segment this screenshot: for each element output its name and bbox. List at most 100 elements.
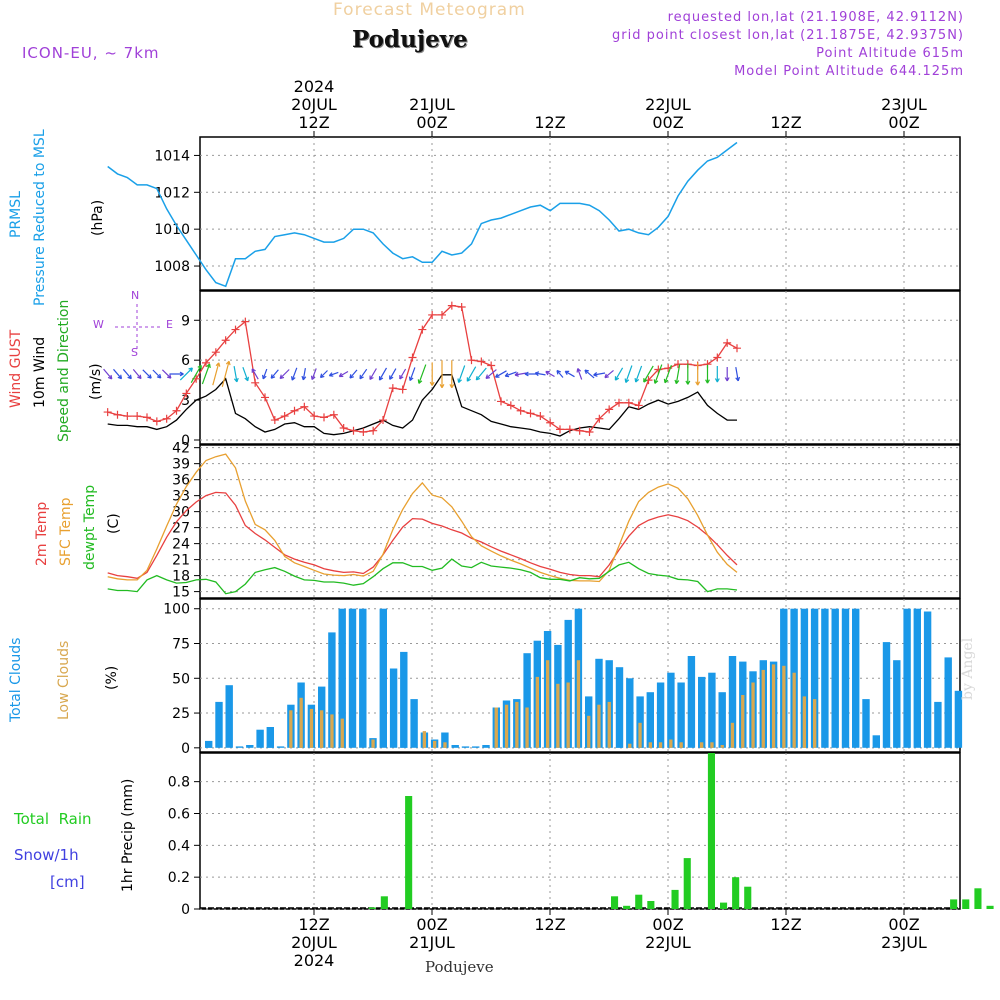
low-clouds-bar — [289, 710, 293, 748]
low-clouds-bar — [741, 695, 745, 748]
total-clouds-bar — [472, 746, 480, 748]
wind-direction-arrow — [319, 370, 328, 379]
wind-direction-arrow — [190, 364, 202, 383]
wind-direction-arrow — [634, 365, 643, 383]
wind-direction-arrow — [251, 368, 259, 380]
y-tick-label: 9 — [181, 313, 190, 329]
wind-direction-arrow — [475, 367, 487, 381]
gust-point-marker — [398, 385, 407, 394]
precip-bar — [380, 896, 388, 909]
panel-frame — [199, 290, 961, 445]
precip-bar — [683, 858, 691, 909]
low-clouds-bar — [628, 743, 632, 748]
y-tick-label: 0 — [181, 902, 190, 918]
grid-point: grid point closest lon,lat (21.1875E, 42… — [612, 28, 964, 43]
bottom-axis-date: 21JUL — [409, 933, 455, 952]
gust-point-marker — [152, 417, 161, 426]
wind-direction-arrow — [122, 368, 132, 380]
wind-direction-arrow — [593, 372, 606, 377]
y-tick-label: 1008 — [154, 259, 190, 275]
y-tick-label: 24 — [172, 537, 190, 553]
low-clouds-bar — [525, 707, 529, 748]
model-label: ICON-EU, ~ 7km — [22, 44, 160, 62]
y-tick-label: 30 — [172, 505, 190, 521]
low-clouds-bar — [494, 707, 498, 748]
panel-frame — [199, 136, 961, 291]
y-tick-label: 1010 — [154, 222, 190, 238]
wind-direction-arrow — [301, 367, 307, 381]
low-clouds-bar — [710, 742, 714, 748]
gust-point-marker — [241, 317, 250, 326]
wind-direction-arrow — [524, 371, 537, 377]
low-clouds-bar — [771, 664, 776, 748]
y-tick-label: 18 — [172, 569, 190, 585]
wind-direction-arrow — [685, 363, 691, 385]
point-altitude: Point Altitude 615m — [816, 46, 964, 61]
clouds-label-total: Total Clouds — [8, 637, 24, 722]
precip-bar — [950, 899, 958, 909]
total-clouds-bar — [523, 653, 531, 748]
y-tick-label: 1012 — [154, 185, 190, 201]
gust-point-marker — [329, 410, 338, 419]
low-clouds-bar — [330, 714, 334, 748]
wind-direction-arrow — [674, 364, 681, 385]
gust-point-marker — [654, 365, 663, 374]
top-axis-hour: 12Z — [770, 113, 801, 132]
wind-direction-arrow — [714, 366, 720, 383]
y-tick-label: 100 — [163, 602, 190, 618]
gust-point-marker — [506, 401, 515, 410]
wind-unit: (m/s) — [88, 363, 104, 400]
bottom-axis-date: 23JUL — [881, 933, 927, 952]
wind-direction-arrow — [429, 362, 435, 386]
total-clouds-bar — [205, 740, 213, 748]
series-dewpt-line — [107, 558, 738, 595]
total-clouds-bar — [913, 608, 921, 748]
total-clouds-bar — [215, 701, 223, 748]
total-clouds-bar — [862, 699, 870, 748]
gust-point-marker — [261, 393, 269, 402]
total-clouds-bar — [328, 632, 336, 748]
wind-direction-arrow — [132, 369, 142, 380]
low-clouds-bar — [730, 722, 735, 748]
gust-point-marker — [202, 358, 210, 367]
clouds-unit: (%) — [104, 665, 120, 690]
wind-label-10m: 10m Wind — [32, 336, 48, 408]
low-clouds-bar — [371, 739, 375, 748]
gust-point-marker — [477, 357, 486, 366]
series-wind-gust-line — [107, 304, 738, 433]
low-clouds-bar — [751, 682, 755, 748]
precip-label-snow: Snow/1h — [14, 846, 79, 864]
wind-direction-arrow — [270, 369, 279, 379]
total-clouds-bar — [667, 672, 675, 748]
total-clouds-bar — [934, 701, 942, 748]
gust-point-marker — [408, 353, 417, 362]
total-clouds-bar — [923, 611, 932, 748]
series-prmsl-line — [107, 141, 738, 288]
low-clouds-bar — [422, 731, 426, 748]
wind-direction-arrow — [457, 365, 466, 383]
wind-direction-arrow — [663, 364, 672, 384]
wind-direction-arrow — [103, 368, 113, 380]
top-axis-hour: 00Z — [652, 113, 683, 132]
total-clouds-bar — [656, 682, 665, 748]
wind-direction-arrow — [514, 372, 527, 377]
wind-direction-arrow — [624, 365, 633, 383]
precip-label-rain: Total Rain — [14, 810, 92, 828]
low-clouds-bar — [443, 742, 447, 748]
panel-1 — [194, 290, 961, 445]
gust-point-marker — [467, 356, 476, 365]
y-tick-label: 6 — [181, 353, 190, 369]
panel-2 — [194, 444, 961, 599]
wind-direction-arrow — [233, 365, 239, 383]
wind-direction-arrow — [279, 369, 290, 380]
gust-point-marker — [290, 406, 299, 415]
gust-point-marker — [320, 413, 328, 422]
bottom-axis-hour: 00Z — [416, 915, 447, 934]
wind-direction-arrow — [113, 368, 123, 380]
panel-0 — [194, 136, 961, 291]
wind-direction-arrow — [584, 369, 595, 379]
wind-direction-arrow — [695, 362, 701, 386]
wind-direction-arrow — [142, 369, 152, 379]
gust-point-marker — [447, 301, 456, 310]
pressure-label-prmsl: PRMSL — [8, 191, 24, 238]
